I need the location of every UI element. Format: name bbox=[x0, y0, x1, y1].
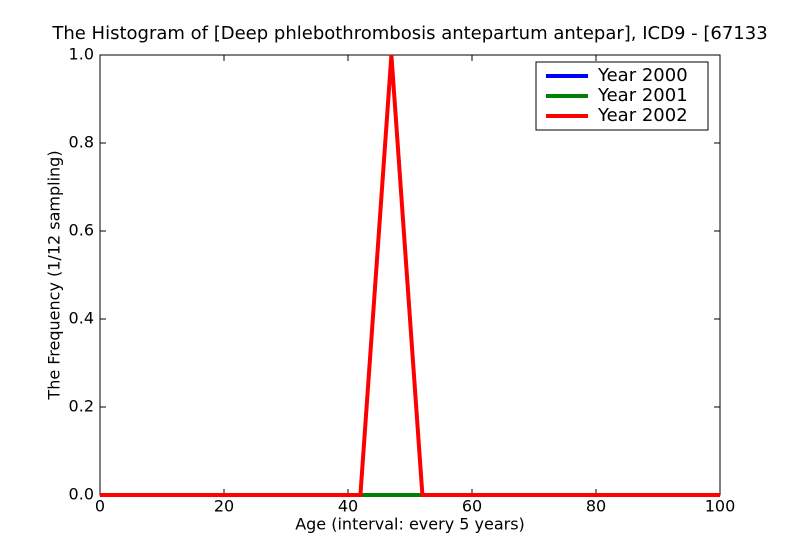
y-tick-label: 0.0 bbox=[69, 485, 94, 504]
x-tick-label: 60 bbox=[462, 497, 482, 516]
x-tick-label: 80 bbox=[586, 497, 606, 516]
legend-label: Year 2000 bbox=[597, 65, 688, 86]
y-tick-label: 0.8 bbox=[69, 133, 94, 152]
x-tick-label: 40 bbox=[338, 497, 358, 516]
x-tick-label: 20 bbox=[214, 497, 234, 516]
x-tick-label: 0 bbox=[95, 497, 105, 516]
y-tick-label: 0.2 bbox=[69, 397, 94, 416]
legend-label: Year 2001 bbox=[597, 85, 688, 106]
y-tick-label: 0.6 bbox=[69, 221, 94, 240]
x-axis-label: Age (interval: every 5 years) bbox=[295, 515, 525, 534]
series-line bbox=[100, 54, 720, 497]
y-tick-label: 1.0 bbox=[69, 45, 94, 64]
legend-label: Year 2002 bbox=[597, 105, 688, 126]
x-tick-label: 100 bbox=[705, 497, 736, 516]
chart-title: The Histogram of [Deep phlebothrombosis … bbox=[51, 23, 767, 44]
y-tick-label: 0.4 bbox=[69, 309, 94, 328]
y-axis-label: The Frequency (1/12 sampling) bbox=[45, 150, 64, 400]
